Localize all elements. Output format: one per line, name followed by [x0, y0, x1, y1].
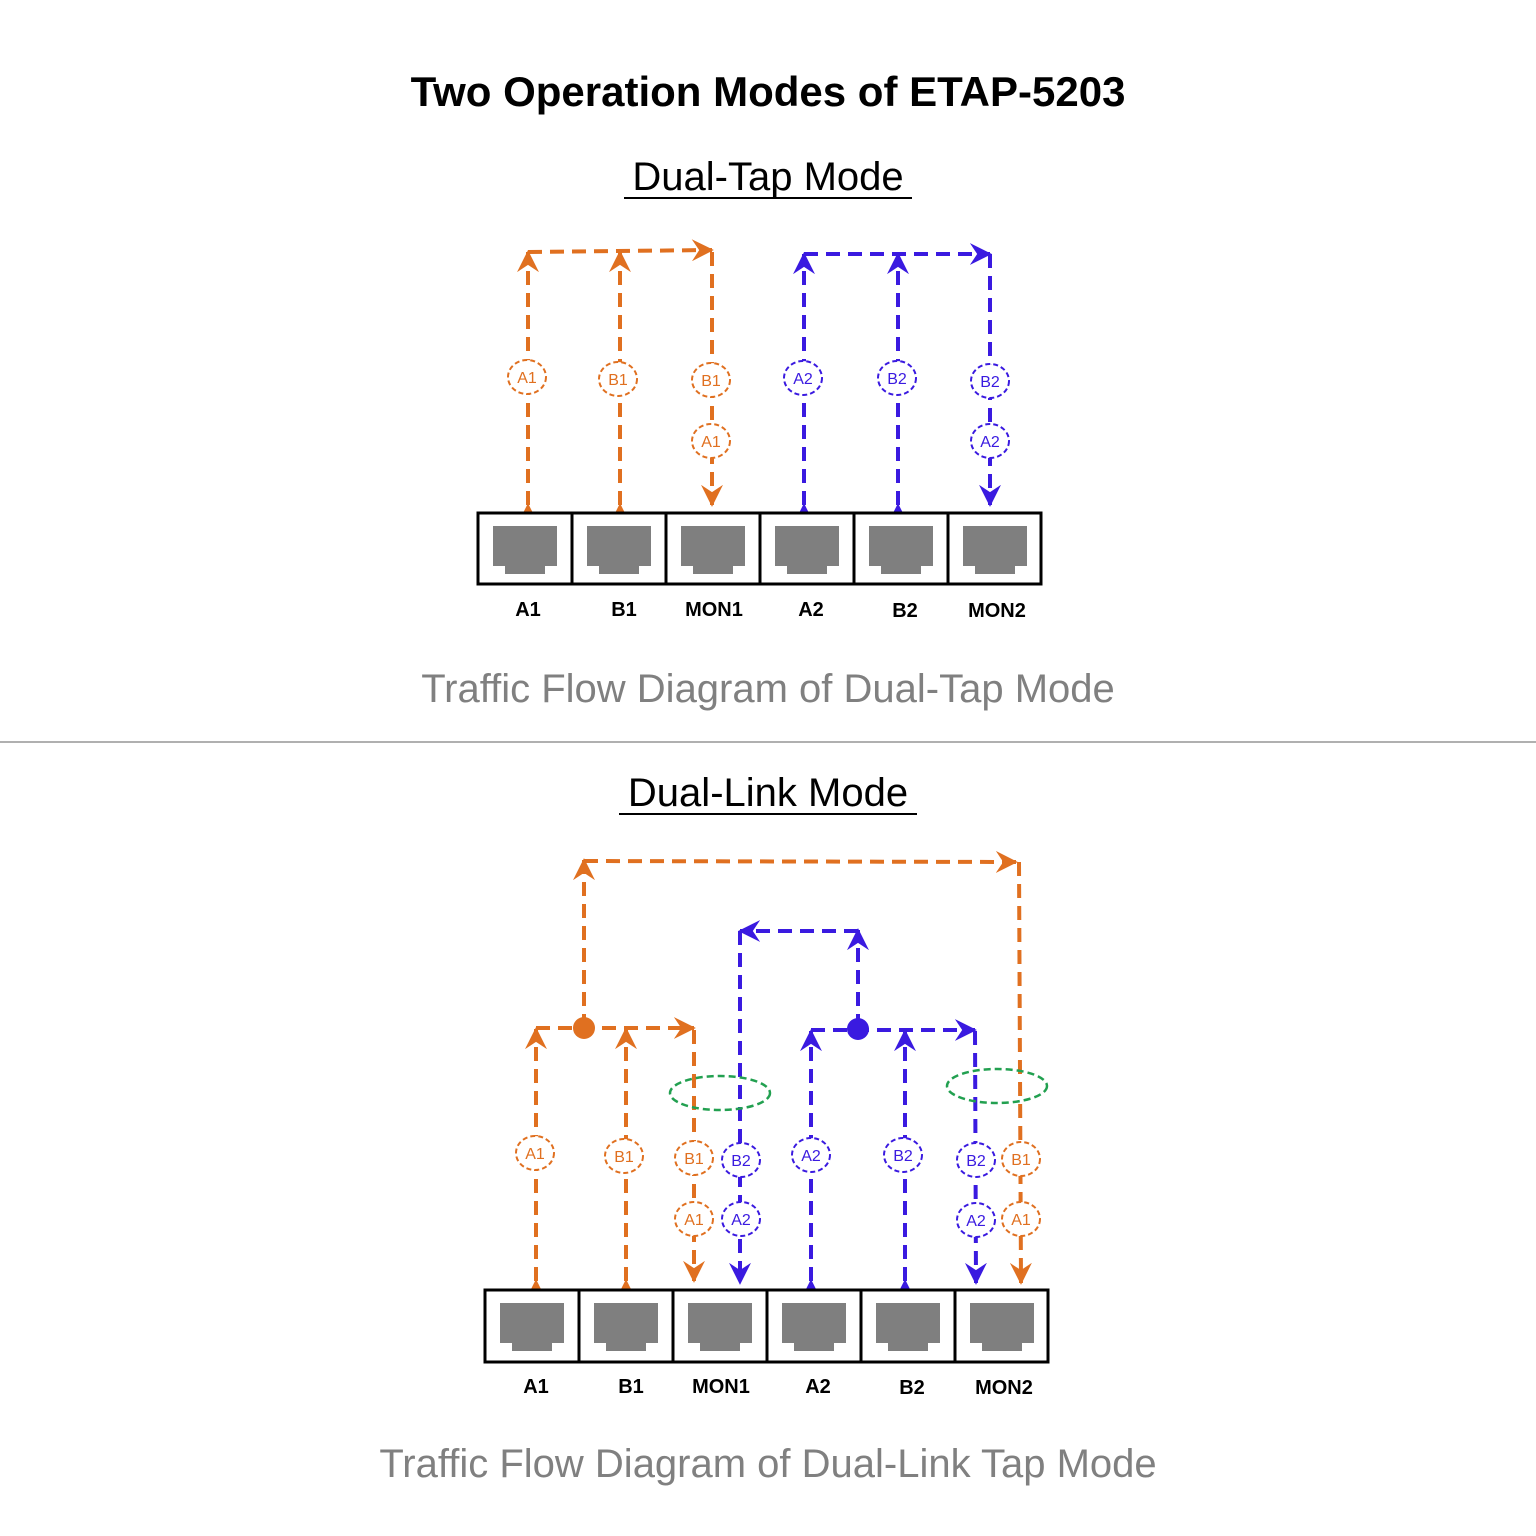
dual-link-section: Dual-Link Mode: [379, 771, 1156, 1486]
svg-text:B2: B2: [893, 1148, 913, 1165]
port-label: A1: [515, 599, 541, 621]
svg-text:A2: A2: [980, 434, 1000, 451]
badge-a1: A1: [515, 1135, 555, 1171]
port-label: MON2: [968, 600, 1026, 622]
badge-mon1-bottom: A1: [691, 423, 731, 459]
badge-mon2-link1-top: B1: [1001, 1141, 1041, 1177]
dual-link-link2-flows: [729, 920, 987, 1302]
svg-text:B1: B1: [1011, 1152, 1031, 1169]
flow-mon2-link1-line: [1009, 861, 1032, 1285]
flow-mon2-link2-line: [964, 1030, 987, 1285]
mon2-bundle-ellipse: [945, 1067, 1049, 1105]
port-label: A1: [523, 1376, 549, 1398]
badge-mon1-link2-top: B2: [721, 1142, 761, 1178]
svg-text:A2: A2: [801, 1148, 821, 1165]
svg-text:A1: A1: [684, 1212, 704, 1229]
badge-mon2-bottom: A2: [970, 423, 1010, 459]
rj45-port-icon: [782, 1303, 846, 1351]
badge-mon2-link2-top: B2: [956, 1142, 996, 1178]
dual-link-badges: A1 B1 B1 A1 B2 A2: [515, 1135, 1041, 1238]
dual-link-heading: Dual-Link Mode: [628, 771, 908, 815]
badge-mon1-link1-top: B1: [674, 1140, 714, 1176]
link1-junction-dot: [573, 1017, 595, 1039]
rj45-port-icon: [493, 526, 557, 574]
badge-a1: A1: [507, 359, 547, 395]
port-label: B1: [611, 599, 637, 621]
page-title: Two Operation Modes of ETAP-5203: [411, 68, 1126, 115]
flow-link1-top-line: [583, 850, 1018, 873]
dual-tap-caption: Traffic Flow Diagram of Dual-Tap Mode: [421, 667, 1115, 711]
rj45-port-icon: [500, 1303, 564, 1351]
dual-link-caption: Traffic Flow Diagram of Dual-Link Tap Mo…: [379, 1442, 1156, 1486]
rj45-port-icon: [681, 526, 745, 574]
rj45-port-icon: [876, 1303, 940, 1351]
dual-link-link1-flows: [525, 850, 1032, 1302]
port-label: B1: [618, 1376, 644, 1398]
svg-text:B2: B2: [731, 1153, 751, 1170]
dual-tap-port-panel: A1 B1 MON1 A2 B2 MON2: [476, 511, 1043, 622]
dual-tap-badges: A1 B1 B1 A1 A2 B2: [507, 359, 1010, 459]
svg-text:B1: B1: [701, 373, 721, 390]
port-label: MON1: [685, 599, 743, 621]
badge-a2: A2: [783, 360, 823, 396]
svg-text:A2: A2: [793, 371, 813, 388]
svg-text:B1: B1: [608, 372, 628, 389]
badge-mon2-link2-bottom: A2: [956, 1202, 996, 1238]
port-label: MON2: [975, 1377, 1033, 1399]
svg-text:A1: A1: [1011, 1212, 1031, 1229]
dual-link-port-panel: A1 B1 MON1 A2 B2 MON2: [483, 1288, 1050, 1399]
badge-mon2-top: B2: [970, 363, 1010, 399]
port-label: A2: [798, 599, 824, 621]
rj45-port-icon: [963, 526, 1027, 574]
dual-tap-link1-flows: [517, 239, 723, 526]
svg-text:B1: B1: [614, 1149, 634, 1166]
rj45-port-icon: [587, 526, 651, 574]
badge-b1: B1: [598, 361, 638, 397]
badge-mon2-link1-bottom: A1: [1001, 1201, 1041, 1237]
svg-text:A1: A1: [701, 434, 721, 451]
port-label: B2: [899, 1377, 925, 1399]
port-label: A2: [805, 1376, 831, 1398]
svg-text:A1: A1: [517, 370, 537, 387]
svg-text:A1: A1: [525, 1146, 545, 1163]
svg-text:B2: B2: [887, 371, 907, 388]
rj45-port-icon: [775, 526, 839, 574]
badge-mon1-top: B1: [691, 362, 731, 398]
svg-text:A2: A2: [966, 1213, 986, 1230]
badge-a2: A2: [791, 1137, 831, 1173]
rj45-port-icon: [970, 1303, 1034, 1351]
dual-tap-link2-flows: [793, 243, 1001, 526]
badge-mon1-link2-bottom: A2: [721, 1201, 761, 1237]
svg-text:A2: A2: [731, 1212, 751, 1229]
svg-text:B2: B2: [966, 1153, 986, 1170]
port-label: MON1: [692, 1376, 750, 1398]
svg-text:B2: B2: [980, 374, 1000, 391]
badge-b2: B2: [877, 360, 917, 396]
badge-b1: B1: [604, 1138, 644, 1174]
flow-link1-top-line: [527, 239, 714, 262]
badge-b2: B2: [883, 1137, 923, 1173]
dual-tap-heading: Dual-Tap Mode: [632, 155, 903, 199]
mon1-bundle-ellipse: [668, 1074, 772, 1112]
rj45-port-icon: [869, 526, 933, 574]
rj45-port-icon: [594, 1303, 658, 1351]
dual-tap-section: Dual-Tap Mode A1 B1: [421, 155, 1115, 711]
port-label: B2: [892, 600, 918, 622]
rj45-port-icon: [688, 1303, 752, 1351]
badge-mon1-link1-bottom: A1: [674, 1201, 714, 1237]
svg-text:B1: B1: [684, 1151, 704, 1168]
link2-junction-dot: [847, 1018, 869, 1040]
